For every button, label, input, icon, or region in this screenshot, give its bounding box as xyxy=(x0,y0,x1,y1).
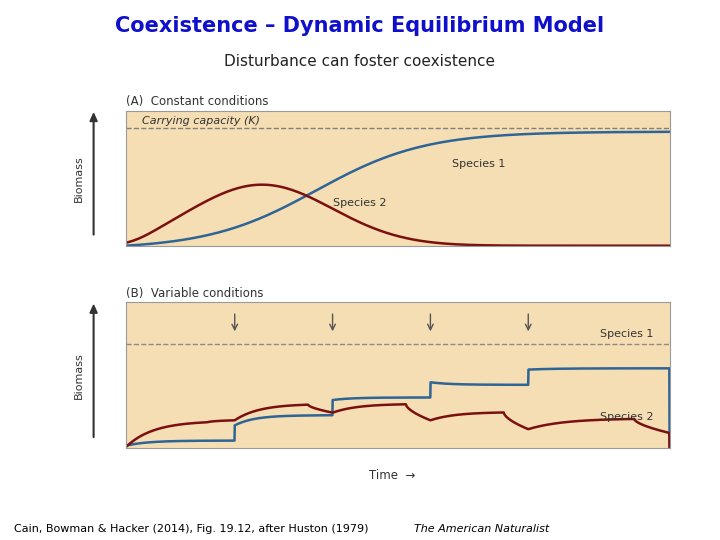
Text: Disturbance can foster coexistence: Disturbance can foster coexistence xyxy=(225,54,495,69)
Text: Biomass: Biomass xyxy=(74,155,84,201)
Text: (A)  Constant conditions: (A) Constant conditions xyxy=(126,95,269,108)
Text: (B)  Variable conditions: (B) Variable conditions xyxy=(126,287,264,300)
Text: Biomass: Biomass xyxy=(74,352,84,399)
Text: The American Naturalist: The American Naturalist xyxy=(414,523,549,534)
Text: Species 1: Species 1 xyxy=(600,329,653,339)
Text: Species 2: Species 2 xyxy=(333,198,386,208)
Text: Time  →: Time → xyxy=(369,469,415,482)
Text: Carrying capacity (K): Carrying capacity (K) xyxy=(143,116,261,126)
Text: Coexistence – Dynamic Equilibrium Model: Coexistence – Dynamic Equilibrium Model xyxy=(115,16,605,36)
Text: Species 1: Species 1 xyxy=(452,159,505,168)
Text: Species 2: Species 2 xyxy=(600,411,653,422)
Text: Cain, Bowman & Hacker (2014), Fig. 19.12, after Huston (1979): Cain, Bowman & Hacker (2014), Fig. 19.12… xyxy=(14,523,372,534)
